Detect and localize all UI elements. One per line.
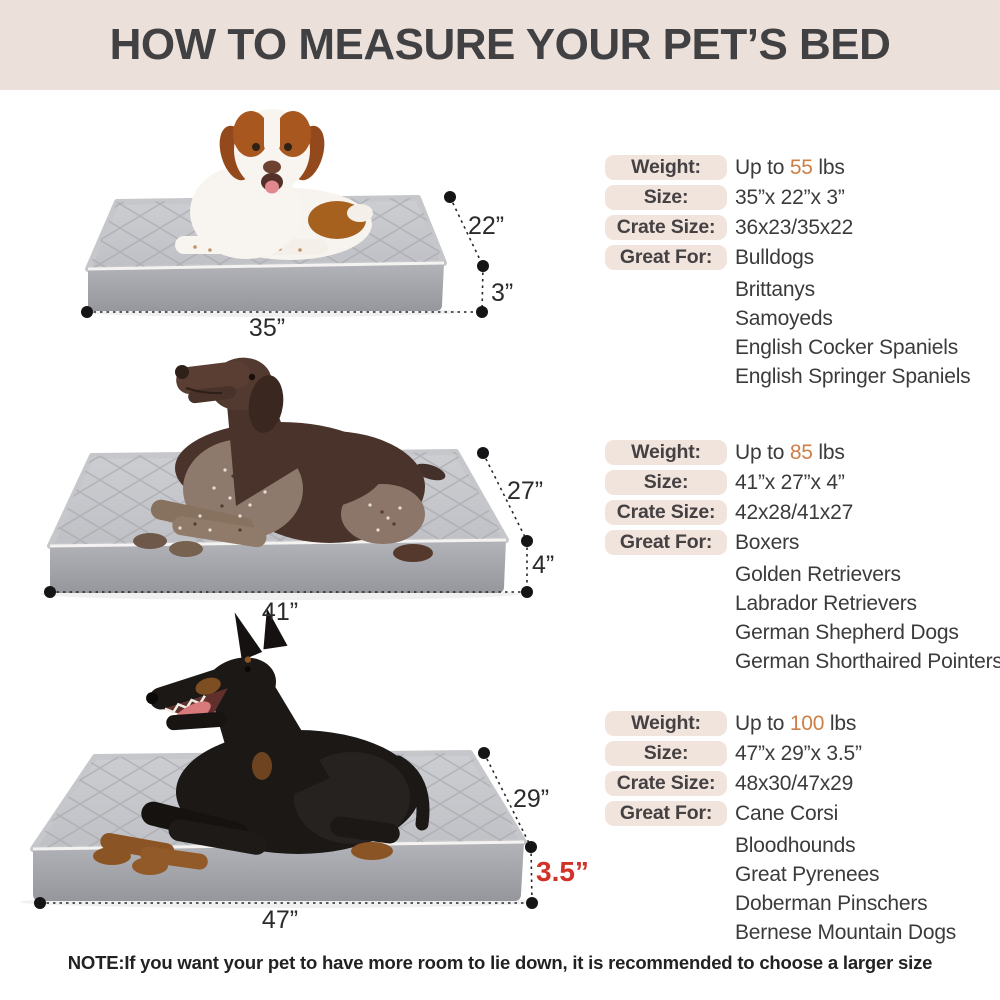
depth-dimension-label-medium: 27” bbox=[507, 477, 544, 505]
dog-doberman-pinscher bbox=[93, 608, 430, 875]
weight-row: Weight: Up to 85 lbs bbox=[605, 440, 997, 465]
spec-block-medium: Weight: Up to 85 lbs Size: 41”x 27”x 4” … bbox=[605, 440, 1000, 676]
depth-dimension-label-large: 29” bbox=[513, 785, 550, 813]
bed-piping bbox=[87, 261, 445, 271]
breed-item: Golden Retrievers bbox=[735, 563, 901, 586]
dog-brittany-spaniel bbox=[175, 109, 373, 260]
great-for-row: Great For: Cane Corsi bbox=[605, 801, 997, 826]
weight-row: Weight: Up to 100 lbs bbox=[605, 711, 997, 736]
dimension-lines-medium bbox=[50, 452, 528, 593]
crate-size-label-pill: Crate Size: bbox=[605, 215, 727, 240]
dog-eye bbox=[244, 666, 251, 673]
dimension-dots-small bbox=[81, 191, 489, 318]
width-dimension-label-large: 47” bbox=[261, 906, 299, 934]
width-dimension-label-small: 35” bbox=[248, 314, 286, 342]
breed-item: Doberman Pinschers bbox=[735, 892, 928, 915]
size-value: 47”x 29”x 3.5” bbox=[735, 741, 862, 765]
size-value: 35”x 22”x 3” bbox=[735, 185, 845, 209]
breed-item: English Springer Spaniels bbox=[735, 365, 971, 388]
size-label-pill: Size: bbox=[605, 741, 727, 766]
bed-large-illustration bbox=[20, 608, 540, 909]
depth-dimension-label-small: 22” bbox=[468, 212, 505, 240]
dimension-dots-medium bbox=[44, 447, 533, 598]
size-label-pill: Size: bbox=[605, 470, 727, 495]
weight-row: Weight: Up to 55 lbs bbox=[605, 155, 997, 180]
size-row: Size: 41”x 27”x 4” bbox=[605, 470, 997, 495]
breed-item: Samoyeds bbox=[735, 307, 833, 330]
dog-ear bbox=[234, 612, 263, 661]
dog-german-shorthaired-pointer bbox=[133, 357, 446, 562]
dog-eye bbox=[284, 143, 292, 151]
crate-size-row: Crate Size: 36x23/35x22 bbox=[605, 215, 997, 240]
spec-block-large: Weight: Up to 100 lbs Size: 47”x 29”x 3.… bbox=[605, 711, 997, 947]
great-for-row: Great For: Boxers bbox=[605, 530, 997, 555]
weight-label-pill: Weight: bbox=[605, 440, 727, 465]
great-for-label-pill: Great For: bbox=[605, 245, 727, 270]
weight-value: Up to 100 lbs bbox=[735, 711, 857, 735]
dog-nose bbox=[175, 365, 189, 379]
size-row: Size: 47”x 29”x 3.5” bbox=[605, 741, 997, 766]
breed-item: Bloodhounds bbox=[735, 834, 856, 857]
header-bar: HOW TO MEASURE YOUR PET’S BED bbox=[0, 0, 1000, 90]
height-dimension-label-medium: 4” bbox=[532, 551, 555, 579]
dimension-dots-large bbox=[34, 747, 538, 909]
page-title: HOW TO MEASURE YOUR PET’S BED bbox=[109, 20, 891, 69]
dimension-lines-large bbox=[40, 752, 533, 904]
size-label-pill: Size: bbox=[605, 185, 727, 210]
weight-value: Up to 85 lbs bbox=[735, 440, 845, 464]
crate-size-row: Crate Size: 42x28/41x27 bbox=[605, 500, 997, 525]
breed-item: German Shorthaired Pointers bbox=[735, 650, 1000, 673]
breed-item: Brittanys bbox=[735, 278, 815, 301]
note-text: NOTE:If you want your pet to have more r… bbox=[67, 952, 933, 973]
breed-item: Boxers bbox=[735, 530, 800, 554]
breed-item: German Shepherd Dogs bbox=[735, 621, 959, 644]
crate-size-value: 36x23/35x22 bbox=[735, 215, 854, 239]
size-row: Size: 35”x 22”x 3” bbox=[605, 185, 997, 210]
crate-size-label-pill: Crate Size: bbox=[605, 500, 727, 525]
dimension-lines-small bbox=[87, 196, 484, 313]
crate-size-row: Crate Size: 48x30/47x29 bbox=[605, 771, 997, 796]
bed-small-illustration bbox=[80, 109, 489, 318]
height-dimension-label-small: 3” bbox=[491, 279, 514, 307]
dog-nose bbox=[146, 692, 159, 705]
weight-label-pill: Weight: bbox=[605, 155, 727, 180]
bed-medium-illustration bbox=[40, 357, 533, 600]
height-dimension-label-large-highlighted: 3.5” bbox=[536, 856, 589, 887]
great-for-label-pill: Great For: bbox=[605, 530, 727, 555]
width-dimension-label-medium: 41” bbox=[261, 598, 299, 626]
crate-size-label-pill: Crate Size: bbox=[605, 771, 727, 796]
dog-eye bbox=[248, 373, 256, 381]
dog-ear bbox=[263, 608, 288, 650]
crate-size-value: 42x28/41x27 bbox=[735, 500, 854, 524]
bed-front bbox=[50, 540, 506, 593]
dog-nose bbox=[263, 160, 281, 174]
dog-tongue bbox=[265, 180, 279, 194]
weight-value: Up to 55 lbs bbox=[735, 155, 845, 179]
bed-piping bbox=[49, 538, 507, 548]
bed-front bbox=[88, 263, 444, 311]
weight-label-pill: Weight: bbox=[605, 711, 727, 736]
size-value: 41”x 27”x 4” bbox=[735, 470, 845, 494]
spec-block-small: Weight: Up to 55 lbs Size: 35”x 22”x 3” … bbox=[605, 155, 997, 391]
breed-item: Cane Corsi bbox=[735, 801, 839, 825]
breed-item: Labrador Retrievers bbox=[735, 592, 917, 615]
breed-item: Bernese Mountain Dogs bbox=[735, 921, 957, 944]
great-for-row: Great For: Bulldogs bbox=[605, 245, 997, 270]
breed-item: Bulldogs bbox=[735, 245, 814, 269]
breed-item: English Cocker Spaniels bbox=[735, 336, 959, 359]
great-for-label-pill: Great For: bbox=[605, 801, 727, 826]
crate-size-value: 48x30/47x29 bbox=[735, 771, 854, 795]
dog-eye bbox=[252, 143, 260, 151]
breed-item: Great Pyrenees bbox=[735, 863, 880, 886]
